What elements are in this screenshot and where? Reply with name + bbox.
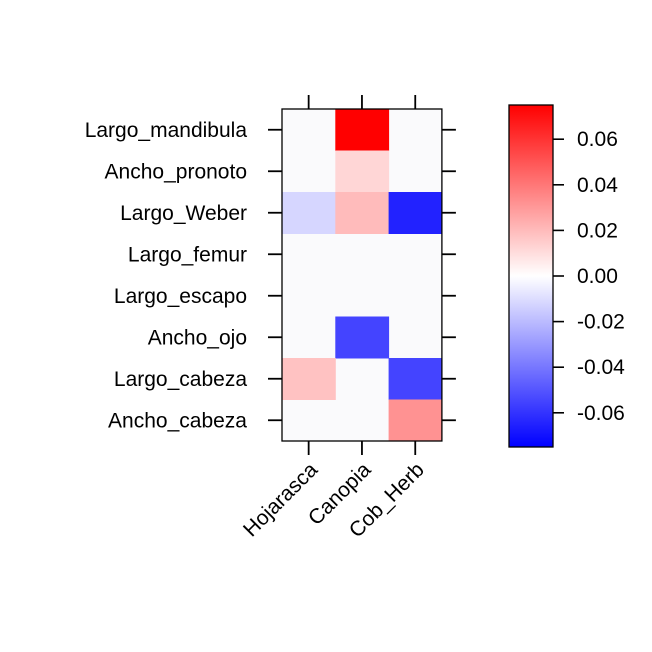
colorbar-gradient bbox=[509, 105, 553, 447]
heatmap-cell bbox=[388, 192, 443, 234]
row-label: Ancho_ojo bbox=[148, 326, 247, 349]
row-label: Largo_cabeza bbox=[114, 368, 247, 391]
row-label: Largo_Weber bbox=[120, 202, 247, 225]
heatmap-cell bbox=[388, 399, 443, 442]
row-label: Largo_escapo bbox=[114, 285, 247, 308]
axis-ticks bbox=[268, 95, 456, 455]
colorbar-tick-label: 0.02 bbox=[577, 219, 618, 242]
column-label: Hojarasca bbox=[239, 458, 322, 541]
heatmap-cell bbox=[335, 316, 390, 359]
row-label: Ancho_cabeza bbox=[108, 409, 247, 432]
colorbar: -0.06 -0.04 -0.02 0.00 0.02 0.04 0.06 bbox=[508, 104, 625, 448]
colorbar-tick-label: -0.04 bbox=[577, 356, 625, 379]
row-label: Largo_femur bbox=[128, 243, 247, 266]
colorbar-tick-label: 0.04 bbox=[577, 174, 618, 197]
row-label: Largo_mandibula bbox=[85, 119, 248, 142]
colorbar-tick-label: -0.06 bbox=[577, 402, 625, 425]
heatmap-cells bbox=[282, 109, 443, 442]
row-label: Ancho_pronoto bbox=[105, 160, 247, 183]
colorbar-tick-label: 0.06 bbox=[577, 128, 618, 151]
colorbar-tick-label: -0.02 bbox=[577, 311, 625, 334]
heatmap-cell bbox=[335, 150, 390, 193]
heatmap-cell bbox=[282, 192, 336, 234]
heatmap-cell bbox=[335, 109, 390, 151]
colorbar-tick-label: 0.00 bbox=[577, 265, 618, 288]
heatmap-cell bbox=[282, 358, 336, 400]
row-labels: Largo_mandibula Ancho_pronoto Largo_Weber L… bbox=[85, 119, 248, 433]
heatmap-cell bbox=[335, 192, 390, 234]
heatmap-cell bbox=[388, 358, 443, 400]
